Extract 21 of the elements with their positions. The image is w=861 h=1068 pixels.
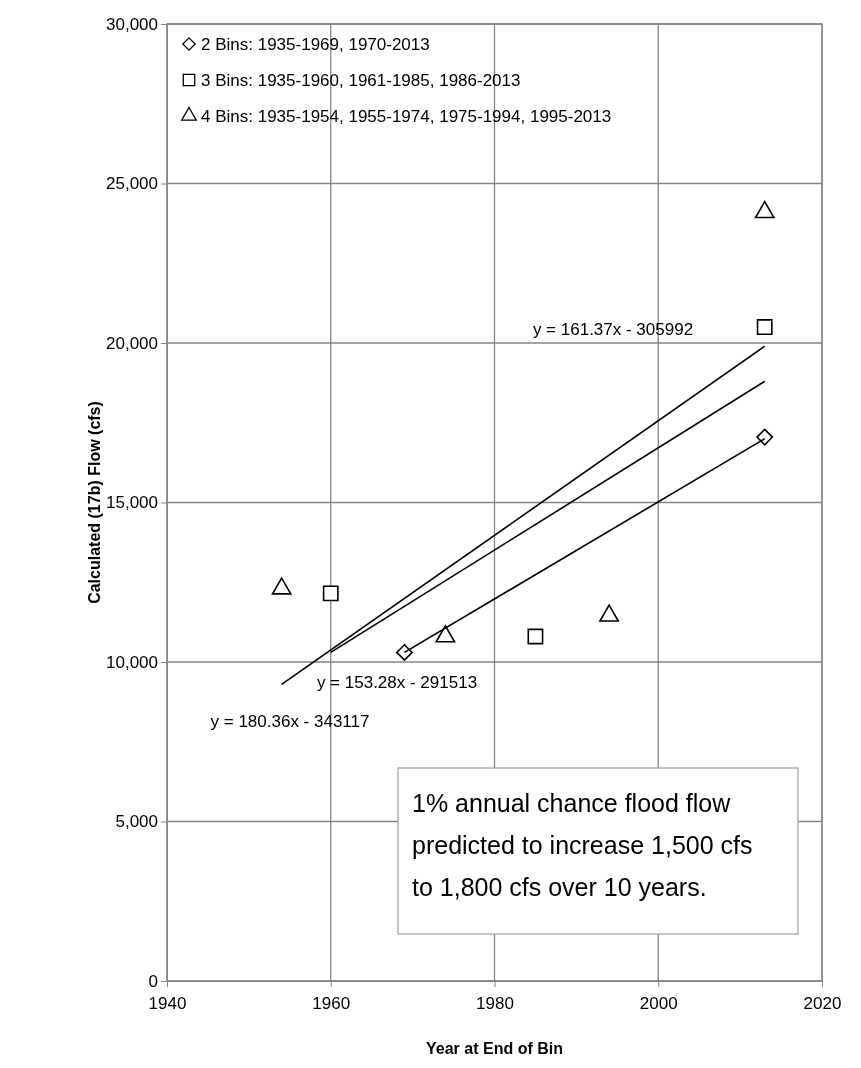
y-tick-label: 5,000 [115,812,158,832]
annotation: 1% annual chance flood flow predicted to increase 1,500 cfs to 1,800 cfs over 10 years. [412,789,753,901]
x-tick-label: 2000 [639,993,678,1013]
annotation: y = 161.37x - 305992 [532,320,694,339]
y-tick-label: 25,000 [106,174,158,194]
y-tick-label: 0 [148,971,158,991]
y-tick-label: 15,000 [106,493,158,513]
legend-label: 4 Bins: 1935-1954, 1955-1974, 1975-1994, 1995-2013 [201,107,612,126]
annotation: y = 180.36x - 343117 [210,712,370,731]
legend-label: 3 Bins: 1935-1960, 1961-1985, 1986-2013 [201,71,521,90]
x-tick-label: 1940 [148,993,187,1013]
x-axis-title: Year at End of Bin [426,1040,563,1057]
y-tick-label: 20,000 [106,333,158,353]
legend-label: 2 Bins: 1935-1969, 1970-2013 [201,35,430,54]
x-tick-label: 2020 [803,993,842,1013]
annotation: y = 153.28x - 291513 [316,673,478,692]
y-tick-label: 10,000 [106,652,158,672]
y-axis-title: Calculated (17b) Flow (cfs) [86,401,103,604]
y-tick-label: 30,000 [106,14,158,34]
x-tick-label: 1960 [312,993,351,1013]
x-tick-label: 1980 [476,993,514,1013]
